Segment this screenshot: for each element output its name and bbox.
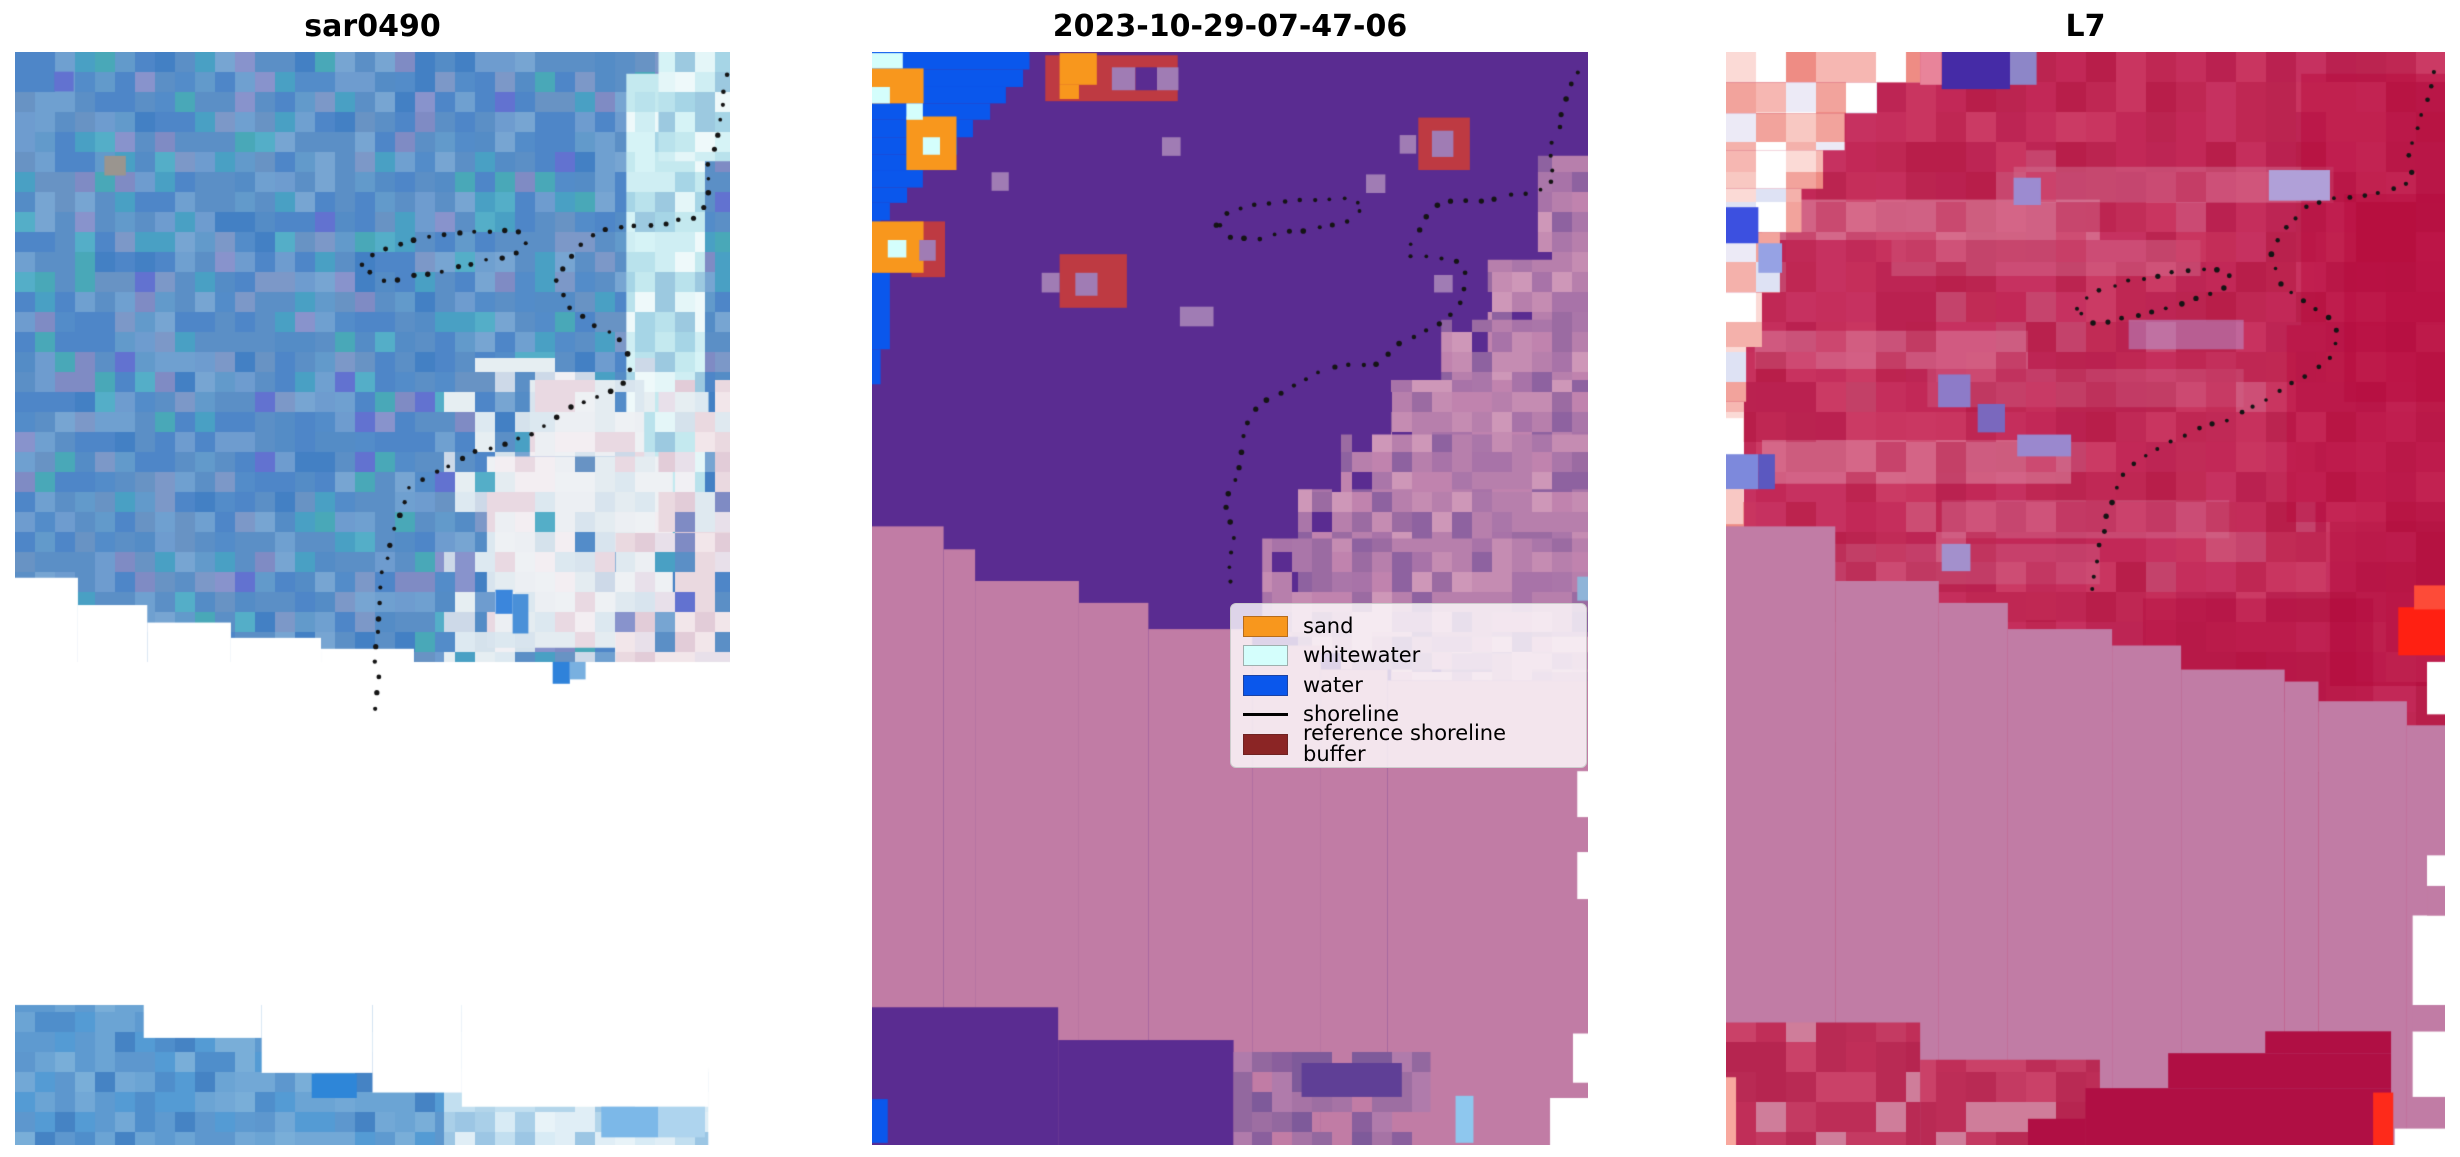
legend-patch-swatch-sand <box>1243 615 1288 637</box>
legend-label: sand <box>1303 613 1354 638</box>
panel-classification-map: sand whitewater water shoreline reference sh… <box>872 52 1588 1145</box>
legend-row-sand: sand <box>1243 613 1574 640</box>
panel-title-date: 2023-10-29-07-47-06 <box>1052 9 1408 44</box>
classification-map-canvas <box>872 52 1588 1145</box>
l7-image-canvas <box>1726 52 2445 1145</box>
legend-line-swatch-shoreline <box>1243 713 1288 717</box>
legend-row-water: water <box>1243 672 1574 699</box>
legend-label: whitewater <box>1303 643 1421 668</box>
legend-patch-swatch-whitewater <box>1243 645 1288 667</box>
legend-label: shoreline <box>1303 702 1400 727</box>
legend: sand whitewater water shoreline reference sh… <box>1230 602 1588 768</box>
legend-label: water <box>1303 672 1363 697</box>
legend-label: reference shoreline buffer <box>1303 721 1507 767</box>
legend-row-reference-shoreline-buffer: reference shoreline buffer <box>1243 723 1574 765</box>
legend-row-shoreline: shoreline <box>1243 701 1574 728</box>
legend-patch-swatch-reference-shoreline-buffer <box>1243 733 1288 755</box>
legend-patch-swatch-water <box>1243 674 1288 696</box>
sar-image-canvas <box>15 52 730 1145</box>
panel-title-l7: L7 <box>2065 9 2106 44</box>
legend-row-whitewater: whitewater <box>1243 642 1574 669</box>
panel-l7-image <box>1726 52 2445 1145</box>
panel-title-sar0490: sar0490 <box>304 9 441 44</box>
panel-sar-image <box>15 52 730 1145</box>
